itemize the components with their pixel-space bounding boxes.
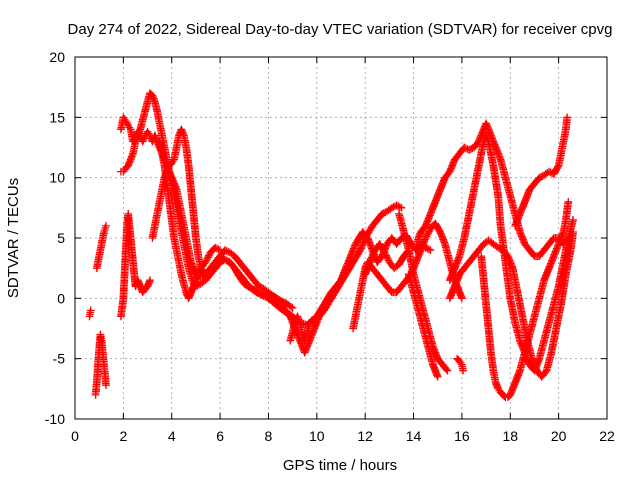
x-tick-label: 12 [357,428,373,444]
series-track-16 [445,131,577,375]
x-tick-label: 14 [406,428,422,444]
x-tick-label: 6 [216,428,224,444]
x-tick-label: 0 [71,428,79,444]
x-tick-labels: 0 2 4 6 8 10 12 14 16 18 20 22 [71,428,615,444]
series-track-13 [404,270,442,381]
x-tick-label: 16 [454,428,470,444]
x-tick-label: 20 [551,428,567,444]
series-track-7 [148,125,297,312]
chart-title: Day 274 of 2022, Sidereal Day-to-day VTE… [68,21,613,38]
data-marks [85,89,577,402]
series-track-8 [155,137,224,303]
y-tick-labels: -10 -5 0 5 10 15 20 [45,49,65,427]
x-axis-title: GPS time / hours [283,457,397,474]
series-track-11 [361,240,413,279]
x-tick-label: 10 [309,428,325,444]
series-track-2 [91,330,110,399]
series-track-4 [117,210,154,321]
y-tick-label: 20 [49,49,65,65]
series-track-9 [286,312,316,345]
y-tick-label: 5 [57,230,65,246]
plot-frame [74,56,608,420]
series-track-15 [412,119,573,260]
x-tick-label: 2 [119,428,127,444]
y-tick-label: -10 [45,411,65,427]
x-tick-label: 18 [502,428,518,444]
series-track-17 [445,228,577,381]
y-axis-title: SDTVAR / TECUs [5,178,22,298]
x-tick-label: 4 [168,428,176,444]
x-tick-label: 22 [599,428,615,444]
y-tick-label: -5 [53,351,66,367]
series-track-18 [477,197,573,402]
y-tick-label: 15 [49,109,65,125]
series-track-14 [453,354,467,375]
series-track-12 [395,210,452,375]
y-tick-label: 10 [49,170,65,186]
x-tick-label: 8 [265,428,273,444]
series-track-3 [92,222,110,273]
series-track-19 [511,113,571,230]
y-tick-label: 0 [57,290,65,306]
series-track-1 [85,306,95,321]
